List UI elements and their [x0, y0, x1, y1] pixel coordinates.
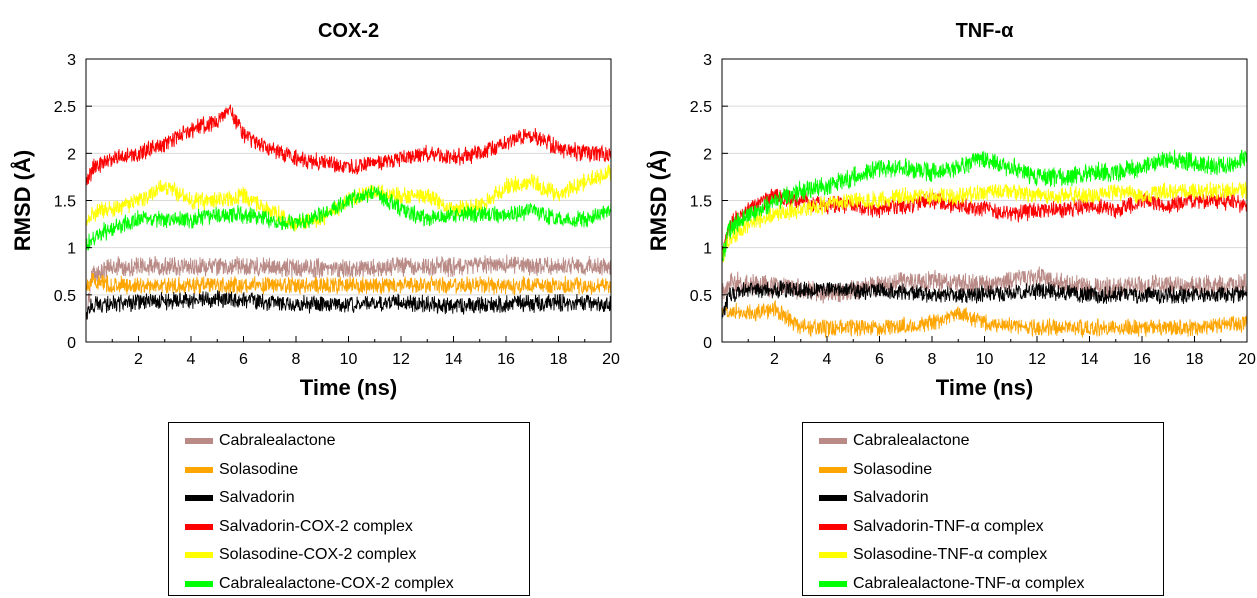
- y-tick-label: 0.5: [690, 288, 712, 305]
- legend-label: Salvadorin-TNF-α complex: [853, 517, 1044, 535]
- legend-swatch: [185, 466, 213, 473]
- legend-label: Cabralealactone-COX-2 complex: [219, 574, 454, 592]
- y-tick-label: 2: [67, 146, 76, 163]
- x-tick-label: 12: [392, 351, 410, 368]
- legend-label: Cabralealactone: [219, 432, 336, 449]
- legend-entry: Cabralealactone-COX-2 complex: [169, 570, 454, 598]
- legend-swatch: [819, 438, 847, 444]
- legend-entry: Cabralealactone: [169, 427, 336, 455]
- series-line-1: [722, 266, 1247, 307]
- chart-panel-2: 2 4 6 8 10 12 14 16 18 20 0 0.5 1 1.5 2 2.5 3 TNF-α Time (…: [645, 20, 1256, 400]
- x-tick-label: 6: [875, 351, 884, 368]
- x-tick-label: 16: [497, 351, 515, 368]
- x-tick-label: 6: [239, 351, 248, 368]
- x-tick-label: 12: [1028, 351, 1046, 368]
- y-axis-label: RMSD (Å): [645, 150, 671, 251]
- legend-swatch: [185, 580, 213, 587]
- legend-swatch: [819, 580, 847, 587]
- legend-swatch: [819, 495, 847, 501]
- x-tick-label: 18: [1186, 351, 1204, 368]
- y-tick-label: 3: [703, 52, 712, 69]
- y-tick-label: 0: [703, 335, 712, 352]
- legend-swatch: [185, 438, 213, 444]
- x-tick-label: 18: [550, 351, 568, 368]
- legend-label: Cabralealactone: [853, 432, 970, 449]
- y-tick-label: 2.5: [54, 99, 76, 116]
- y-tick-label: 2: [703, 146, 712, 163]
- legend-swatch: [819, 523, 847, 530]
- legend-entry: Cabralealactone-TNF-α complex: [803, 570, 1085, 598]
- legend-entry: Solasodine-TNF-α complex: [803, 541, 1047, 569]
- x-tick-label: 8: [292, 351, 301, 368]
- x-tick-label: 2: [770, 351, 779, 368]
- legend-entry: Salvadorin: [803, 484, 929, 512]
- legend-label: Salvadorin: [219, 489, 295, 506]
- chart-title: COX-2: [318, 20, 379, 42]
- legend-entry: Cabralealactone: [803, 427, 970, 455]
- chart-panel-1: 2 4 6 8 10 12 14 16 18 20 0 0.5 1 1.5 2 2.5 3 COX-2 Time (…: [9, 20, 620, 400]
- y-axis-label: RMSD (Å): [9, 150, 35, 251]
- x-tick-label: 14: [1081, 351, 1099, 368]
- y-tick-label: 1.5: [54, 194, 76, 211]
- x-axis-label: Time (ns): [300, 375, 397, 400]
- legend-entry: Salvadorin: [169, 484, 295, 512]
- legend-swatch: [819, 466, 847, 473]
- x-tick-label: 20: [602, 351, 620, 368]
- chart-title: TNF-α: [956, 20, 1015, 42]
- legend-label: Solasodine: [853, 460, 933, 478]
- legend-label: Solasodine-COX-2 complex: [219, 546, 417, 563]
- x-tick-label: 8: [928, 351, 937, 368]
- y-tick-label: 2.5: [690, 99, 712, 116]
- series-line-3: [86, 290, 611, 320]
- series-line-4: [86, 104, 611, 186]
- series-line-6: [722, 149, 1247, 263]
- x-tick-label: 4: [187, 351, 196, 368]
- x-tick-label: 10: [976, 351, 994, 368]
- legend-entry: Solasodine: [803, 456, 932, 484]
- y-tick-label: 1.5: [690, 194, 712, 211]
- legend-entry: Solasodine-COX-2 complex: [169, 541, 416, 569]
- y-tick-label: 0: [67, 335, 76, 352]
- legend-swatch: [185, 552, 213, 558]
- legend-entry: Solasodine: [169, 456, 298, 484]
- legend-entry: Salvadorin-TNF-α complex: [803, 513, 1044, 541]
- series-line-3: [722, 280, 1247, 320]
- y-tick-label: 0.5: [54, 288, 76, 305]
- legend-swatch: [185, 523, 213, 530]
- x-tick-label: 4: [823, 351, 832, 368]
- legend-label: Solasodine: [219, 460, 299, 478]
- legend-swatch: [185, 495, 213, 501]
- series-line-6: [86, 185, 611, 251]
- x-tick-label: 2: [134, 351, 143, 368]
- y-tick-label: 1: [703, 241, 712, 258]
- x-axis-label: Time (ns): [936, 375, 1033, 400]
- legend-label: Cabralealactone-TNF-α complex: [853, 574, 1085, 592]
- series-line-2: [722, 299, 1247, 338]
- series-line-2: [86, 272, 611, 296]
- x-tick-label: 16: [1133, 351, 1151, 368]
- legend-label: Salvadorin-COX-2 complex: [219, 517, 413, 535]
- legend-label: Solasodine-TNF-α complex: [853, 546, 1048, 563]
- legend-swatch: [819, 552, 847, 558]
- legend-1: Cabralealactone Solasodine Salvadorin Salva…: [168, 422, 530, 596]
- x-tick-label: 20: [1238, 351, 1256, 368]
- y-tick-label: 1: [67, 241, 76, 258]
- x-tick-label: 10: [340, 351, 358, 368]
- x-tick-label: 14: [445, 351, 463, 368]
- series-line-1: [86, 254, 611, 322]
- legend-label: Salvadorin: [853, 489, 929, 506]
- y-tick-label: 3: [67, 52, 76, 69]
- series-line-5: [722, 181, 1247, 264]
- legend-entry: Salvadorin-COX-2 complex: [169, 513, 413, 541]
- legend-2: Cabralealactone Solasodine Salvadorin Salva…: [802, 422, 1164, 596]
